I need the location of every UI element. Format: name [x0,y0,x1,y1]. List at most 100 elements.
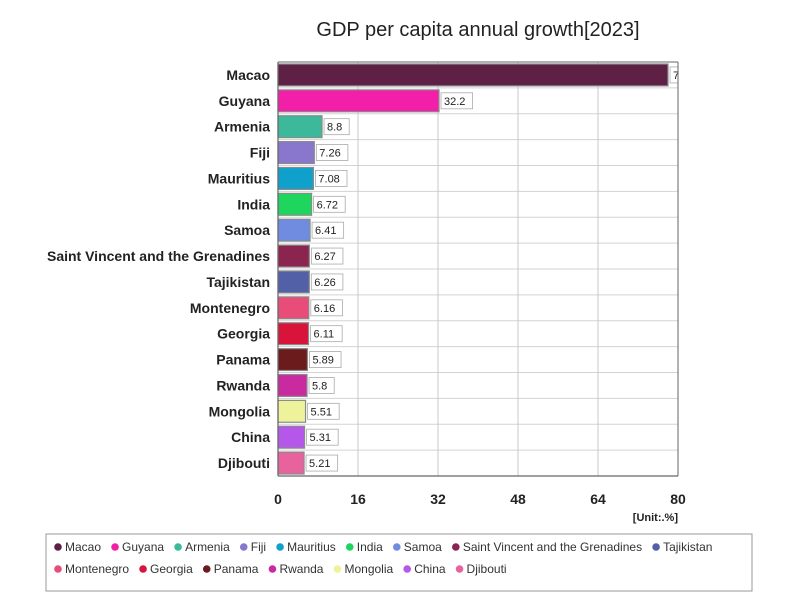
legend-marker [54,543,62,551]
category-label: Mongolia [209,403,271,419]
x-tick-label: 80 [670,491,686,507]
legend-marker [452,543,460,551]
data-label-box [309,351,342,368]
legend-marker [54,565,62,573]
data-label-box [310,247,344,265]
legend-item-label: Panama [214,562,259,576]
category-label: China [231,429,270,445]
data-label: 5.8 [312,380,327,392]
data-label: 6.26 [314,277,335,289]
category-label: Georgia [217,326,270,342]
legend-item-label: Rwanda [279,562,323,576]
category-label: Panama [216,352,270,368]
data-label-box [307,402,340,420]
category-label: Armenia [214,119,270,135]
data-label-box [323,118,350,136]
category-label: Saint Vincent and the Grenadines [47,248,270,264]
data-label: 5.89 [312,355,333,367]
legend-marker [202,565,211,573]
data-label-box [310,325,343,343]
category-label: Rwanda [216,377,270,393]
data-label: 6.41 [315,225,336,237]
data-label: 8.8 [327,122,342,134]
legend-marker [345,543,354,551]
bar-georgia [277,322,310,346]
bar-djibouti [277,451,305,475]
data-label-box [311,221,345,239]
category-label: India [237,196,270,212]
data-label: 6.11 [314,329,335,341]
category-label: Guyana [219,93,271,109]
data-label-box [305,454,339,472]
x-tick-label: 32 [430,491,446,507]
legend-item-label: Saint Vincent and the Grenadines [463,540,642,554]
bar-saint-vincent-and-the-grenadines [277,244,310,268]
x-tick-label: 0 [274,491,282,507]
x-tick-label: 64 [590,491,606,507]
x-tick-label: 16 [350,491,366,507]
bar-panama [277,348,309,372]
data-label: 5.51 [311,406,332,418]
data-label: 5.31 [310,432,331,444]
data-label-box [440,92,474,110]
legend-marker [276,543,284,551]
data-label-box [314,170,348,187]
bar-guyana [277,89,440,113]
legend-item-label: China [414,562,446,576]
data-label: 5.21 [309,458,330,470]
legend-item-label: Mongolia [344,562,393,576]
legend-item-label: Montenegro [65,562,129,576]
category-label: Mauritius [208,170,270,186]
legend-box [45,533,753,592]
unit-label: [Unit:.%] [633,512,679,524]
bar-macao [277,63,669,87]
category-label: Montenegro [190,300,270,316]
legend-marker [174,543,182,551]
legend-marker [139,565,147,573]
bar-india [277,192,313,216]
bar-fiji [277,141,315,165]
data-label: 6.16 [314,303,335,315]
category-label: Fiji [250,145,270,161]
category-label: Macao [226,67,270,83]
bar-china [277,425,306,449]
bar-tajikistan [277,270,310,294]
legend: Macao Guyana Armenia Fiji Mauritius India Samo… [54,540,712,576]
legend-item-label: Tajikistan [663,540,712,554]
legend-item-label: Fiji [251,540,266,554]
category-label: Tajikistan [206,274,270,290]
legend-marker [392,543,401,551]
data-label-box [315,144,349,161]
bar-mongolia [277,399,307,423]
bar-armenia [277,115,323,139]
bar-rwanda [277,373,308,397]
legend-marker [239,543,248,551]
legend-marker [333,565,342,573]
data-label: 6.27 [314,251,335,263]
x-tick-label: 48 [510,491,526,507]
legend-item-label: Armenia [185,540,230,554]
data-label: 32.2 [444,96,465,108]
category-label: Samoa [224,222,270,238]
data-label-box [310,299,343,317]
data-label: 6.72 [317,199,338,211]
legend-marker [455,565,464,573]
data-label-box [308,377,335,394]
legend-item-label: Georgia [150,562,193,576]
chart-title: GDP per capita annual growth[2023] [316,19,639,41]
legend-marker [652,543,660,551]
category-label: Djibouti [218,455,270,471]
legend-marker [268,565,277,573]
legend-item-label: Samoa [404,540,442,554]
bar-montenegro [277,296,310,320]
data-label-box [306,428,339,446]
data-label-box [310,273,344,291]
data-label: 7.08 [318,173,339,185]
legend-item-label: Macao [65,540,101,554]
legend-item-label: Guyana [122,540,164,554]
data-label: 7 [673,70,679,82]
bar-samoa [277,218,311,242]
legend-item-label: Mauritius [287,540,336,554]
legend-item-label: Djibouti [467,562,507,576]
